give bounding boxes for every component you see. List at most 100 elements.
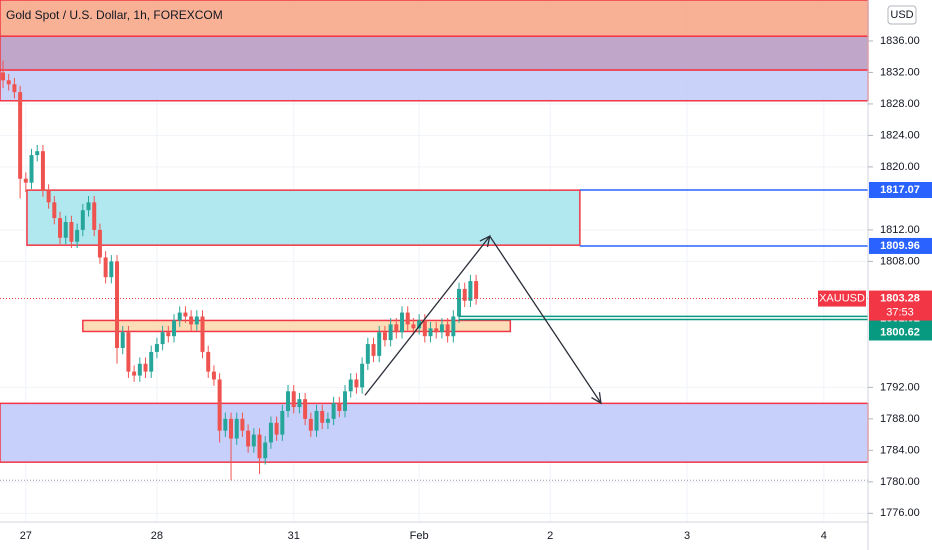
candle-body [86,202,91,211]
candle-body [103,257,108,278]
price-label: 1809.96 [880,240,920,252]
candle-body [428,328,433,337]
candle-body [154,344,159,352]
plot-area [0,0,869,522]
candle-body [297,399,302,408]
price-label: 1817.07 [880,184,920,196]
candle-body [457,288,462,317]
candle-body [405,312,410,325]
candle-body [172,320,177,337]
y-tick-label: 1788.00 [880,413,920,425]
candle-body [314,410,319,431]
arrow-head [591,392,602,405]
candle-body [462,288,467,301]
candle-body [206,351,211,372]
candle-body [183,312,188,317]
y-tick-label: 1792.00 [880,381,920,393]
arrow-head [479,235,491,248]
candle-body [422,320,427,337]
candle-body [6,80,11,85]
candle-body [246,430,251,447]
zone [26,189,581,246]
candle-body [52,202,57,219]
candle-body [69,222,74,242]
candle-body [40,151,45,191]
candle-body [229,418,234,439]
candle-body [286,391,291,411]
candle-body [211,371,216,380]
candle-body [337,403,342,411]
candle-body [417,320,422,329]
candle-body [63,222,68,238]
x-tick-label: 2 [547,530,553,542]
candle-body [92,202,97,230]
candle-body [365,344,370,364]
candle-body [58,218,63,238]
y-tick-label: 1780.00 [880,476,920,488]
candle-body [35,151,40,156]
candle-body [166,332,171,337]
symbol-label: XAUUSD [819,292,865,304]
y-tick-label: 1832.00 [880,66,920,78]
candle-body [257,434,262,459]
candle-body [274,422,279,435]
candle-body [268,422,273,443]
last-price-label: 1803.28 [880,292,920,304]
candle-body [388,324,393,341]
y-tick-label: 1828.00 [880,98,920,110]
currency-box[interactable] [887,5,917,25]
candle-body [200,316,205,352]
candle-body [348,379,353,392]
candle-body [120,332,125,348]
candle-body [325,418,330,423]
candle-body [137,363,142,376]
candle-body [434,328,439,333]
candle-body [18,92,23,179]
x-tick-label: 4 [821,530,827,542]
candle-body [263,442,268,459]
candle-body [143,363,148,372]
countdown-label: 37:53 [886,306,914,318]
candle-body [474,281,479,299]
candle-body [251,434,256,447]
price-label-box [869,237,932,254]
candle-body [394,324,399,333]
x-tick-label: Feb [410,530,429,542]
candle-body [280,410,285,435]
candle-body [331,403,336,419]
candle-body [343,391,348,411]
y-tick-label: 1820.00 [880,161,920,173]
candle-body [291,391,296,408]
candle-body [217,379,222,431]
y-tick-label: 1784.00 [880,444,920,456]
x-tick-label: 31 [288,530,300,542]
candle-body [354,379,359,388]
candle-body [194,316,199,325]
zone [0,402,869,463]
candle-body [12,84,17,93]
zone [0,35,869,71]
candle-body [400,312,405,333]
price-label-box [869,181,932,198]
currency-label[interactable]: USD [890,9,913,21]
candle-body [115,261,120,348]
candle-body [126,332,131,372]
candle-body [97,229,102,258]
candle-body [234,418,239,439]
candle-body [80,210,85,230]
candle-body [132,371,137,376]
candle-body [240,418,245,431]
candle-body [320,410,325,423]
candle-body [360,363,365,388]
candle-body [468,281,473,301]
candle-body [1,72,6,81]
price-label-box [869,324,932,341]
x-tick-label: 3 [684,530,690,542]
candle-body [439,324,444,333]
candle-body [303,399,308,419]
candle-body [75,229,80,242]
zone [0,69,869,102]
candle-body [46,190,51,203]
candle-body [382,332,387,341]
